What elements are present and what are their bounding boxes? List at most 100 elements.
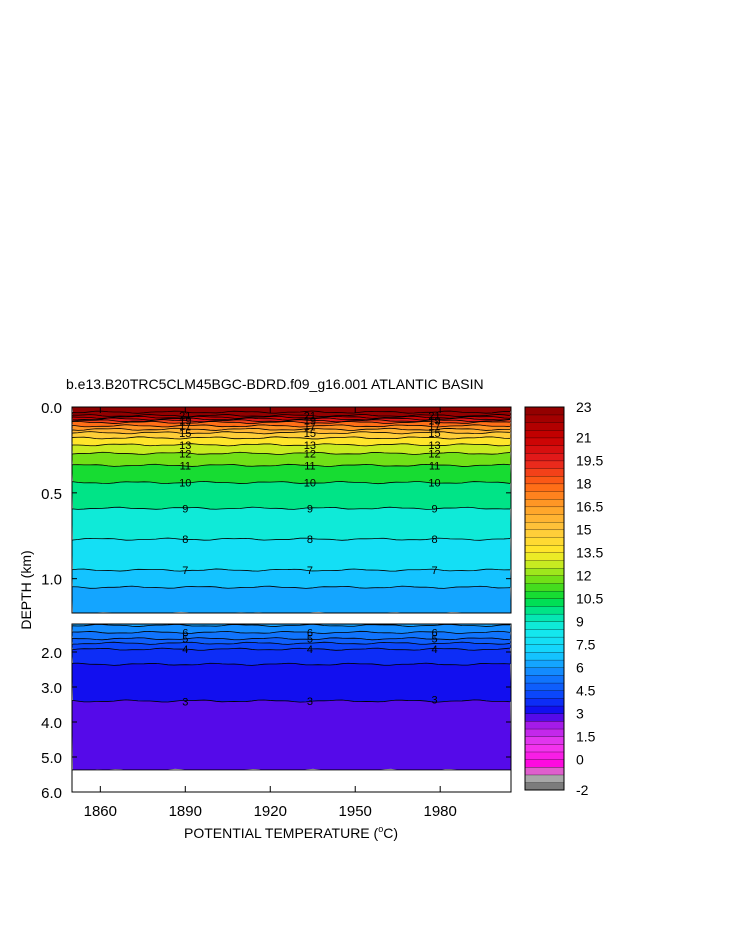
colorbar-tick-label: 13.5 [576, 545, 603, 561]
colorbar-tick-label: 12 [576, 568, 592, 584]
bottom-panel-isotherm-line [72, 662, 511, 666]
top-panel-contour-label: 10 [179, 478, 191, 490]
colorbar-tick-label: 1.5 [576, 728, 596, 744]
bottom-panel-contour-label: 4 [307, 644, 313, 656]
colorbar-swatch [524, 667, 565, 676]
top-panel-isotherm-line [72, 419, 511, 423]
top-panel-isotherm-line [72, 506, 511, 510]
top-panel-contour-label: 15 [428, 428, 440, 440]
top-panel-isotherm-line [72, 451, 511, 455]
bottom-panel-contour-label: 5 [182, 634, 188, 646]
bottom-panel-contour-label: 4 [431, 644, 437, 656]
bottom-panel-isotherm-line [72, 699, 511, 703]
bottom-panel-contour-label: 3 [431, 695, 437, 707]
colorbar-swatch [524, 659, 565, 668]
colorbar-swatch [524, 713, 565, 722]
top-panel-isotherm-line [72, 568, 511, 572]
x-tick-label: 1920 [254, 803, 287, 820]
colorbar-swatch [524, 483, 565, 492]
top-panel-contour-label: 21 [304, 411, 316, 423]
top-panel-contour-label: 11 [180, 460, 191, 472]
top-panel-contour-label: 9 [182, 503, 188, 515]
colorbar-swatch [524, 736, 565, 745]
top-panel-band [72, 586, 511, 613]
seafloor-mask [72, 769, 511, 792]
colorbar-swatch [524, 537, 565, 546]
colorbar-tick-label: 4.5 [576, 682, 596, 698]
colorbar-tick-label: 3 [576, 705, 584, 721]
y-tick-label: 4.0 [41, 715, 62, 732]
top-panel-isotherm-line [72, 463, 511, 467]
x-tick-label: 1890 [169, 803, 202, 820]
colorbar-swatch [524, 674, 565, 684]
top-panel-contour-label: 13 [179, 440, 191, 452]
top-panel-contour-label: 12 [179, 448, 191, 460]
colorbar-swatch [524, 437, 565, 446]
colorbar-swatch [524, 751, 565, 760]
top-panel-isotherm-line [72, 410, 511, 414]
top-panel-contour-label: 7 [182, 565, 188, 577]
top-panel-band [72, 538, 511, 572]
x-tick-label: 1980 [424, 803, 457, 820]
y-tick-label: 2.0 [41, 645, 62, 662]
colorbar-tick-label: 18 [576, 476, 592, 492]
colorbar-swatch [524, 682, 565, 691]
colorbar-swatch [524, 705, 565, 714]
colorbar-tick-label: 6 [576, 659, 584, 675]
top-panel-contour-label: 13 [304, 440, 316, 452]
colorbar-tick-label: -2 [576, 782, 589, 798]
x-tick-label: 1950 [339, 803, 372, 820]
x-tick-label: 1860 [84, 803, 117, 820]
colorbar-swatch [524, 529, 565, 538]
chart-title: b.e13.B20TRC5CLM45BGC-BDRD.f09_g16.001 A… [66, 376, 484, 392]
y-tick-label: 0.5 [41, 486, 62, 503]
colorbar-swatch [524, 414, 565, 423]
top-panel-contour-label: 11 [304, 460, 315, 472]
colorbar-swatch [524, 774, 565, 783]
colorbar-swatch [524, 406, 565, 416]
colorbar-swatch [524, 621, 565, 630]
colorbar-frame [524, 406, 565, 791]
bottom-panel-contour-label: 3 [307, 696, 313, 708]
colorbar-swatch [524, 475, 565, 485]
colorbar-swatch [524, 728, 565, 737]
colorbar-swatch [524, 690, 565, 699]
colorbar-tick-label: 21 [576, 430, 592, 446]
top-panel-contour-label: 7 [307, 565, 313, 577]
top-panel-isotherm-line [72, 424, 511, 428]
y-axis-label: DEPTH (km) [18, 550, 34, 629]
top-panel-contour-label: 10 [304, 478, 316, 490]
top-panel-contour-label: 17 [179, 421, 191, 433]
top-panel-contour-label: 15 [304, 428, 316, 440]
top-panel-contour-label: 19 [304, 416, 316, 428]
colorbar-swatch [524, 552, 565, 561]
top-panel-isotherm-line [72, 480, 511, 485]
bottom-panel-band [72, 624, 511, 634]
x-axis-label: POTENTIAL TEMPERATURE (oC) [184, 824, 398, 841]
top-panel-contour-label: 9 [307, 503, 313, 515]
top-panel-contour-label: 19 [428, 416, 440, 428]
top-panel-frame [71, 406, 512, 614]
x-axis-ticks: 1860 1890 1920 1950 1980 [84, 407, 457, 820]
colorbar-tick-label: 0 [576, 751, 584, 767]
top-panel-contour-label: 21 [428, 411, 440, 423]
colorbar-swatch [524, 720, 565, 730]
bottom-panel-contour-label: 4 [182, 644, 188, 656]
top-panel-contour-label: 21 [179, 411, 191, 423]
top-panel-contour-labels: 2119171513121110987211917151312111098721… [179, 411, 440, 577]
top-panel-isotherm-line [72, 414, 511, 418]
top-panel-contour-label: 8 [182, 534, 188, 546]
colorbar-swatch [524, 583, 565, 592]
y-tick-label: 6.0 [41, 785, 62, 802]
top-panel-contour-label: 17 [428, 421, 440, 433]
bottom-panel-contour-label: 6 [307, 627, 313, 639]
colorbar-tick-label: 7.5 [576, 636, 596, 652]
top-panel-contour-label: 8 [307, 534, 313, 546]
colorbar-swatch [524, 651, 565, 661]
top-panel-contour-label: 10 [428, 478, 440, 490]
top-panel-band [72, 407, 511, 414]
colorbar-swatch [524, 445, 565, 454]
colorbar-tick-label: 16.5 [576, 499, 603, 515]
